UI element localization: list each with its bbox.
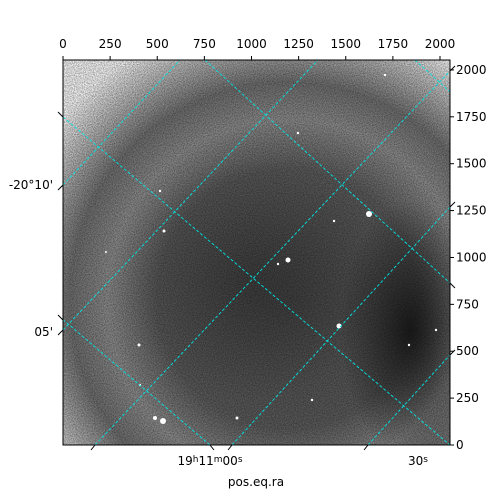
x-tick-label: 1000 <box>236 37 267 51</box>
ra-label-part: m <box>214 455 223 465</box>
x-tick-label: 1750 <box>378 37 409 51</box>
y-tick-label: 250 <box>456 391 479 405</box>
ra-label-part: 00 <box>223 454 238 468</box>
ra-label-part: s <box>423 455 428 465</box>
y-tick-label: 2000 <box>456 63 487 77</box>
ra-label-part: 11 <box>198 454 213 468</box>
ra-tick-label: 30s <box>408 454 428 468</box>
y-tick-label: 1000 <box>456 250 487 264</box>
y-tick-label: 0 <box>456 438 464 452</box>
y-tick-label: 500 <box>456 344 479 358</box>
dec-tick-label: 05' <box>34 325 53 339</box>
x-tick-label: 1250 <box>283 37 314 51</box>
dec-tick-label: -20°10' <box>9 178 53 192</box>
coordinate-grid <box>63 60 450 445</box>
ra-label-part: 30 <box>408 454 423 468</box>
x-tick-label: 500 <box>146 37 169 51</box>
y-tick-label: 1250 <box>456 204 487 218</box>
x-tick-label: 250 <box>99 37 122 51</box>
x-tick-label: 0 <box>59 37 67 51</box>
ra-label-part: 19 <box>177 454 192 468</box>
image <box>63 60 450 445</box>
axes-frame <box>62 59 451 446</box>
ra-label-part: s <box>238 455 243 465</box>
ra-tick-label: 19h11m00s <box>177 454 242 468</box>
x-tick-label: 1500 <box>330 37 361 51</box>
x-tick-label: 750 <box>193 37 216 51</box>
ra-label-part: h <box>193 455 199 465</box>
x-tick-label: 2000 <box>425 37 456 51</box>
coordinate-ticks <box>57 65 456 451</box>
x-axis-label: pos.eq.ra <box>228 475 284 489</box>
y-tick-label: 1500 <box>456 157 487 171</box>
y-tick-label: 750 <box>456 297 479 311</box>
y-tick-label: 1750 <box>456 110 487 124</box>
